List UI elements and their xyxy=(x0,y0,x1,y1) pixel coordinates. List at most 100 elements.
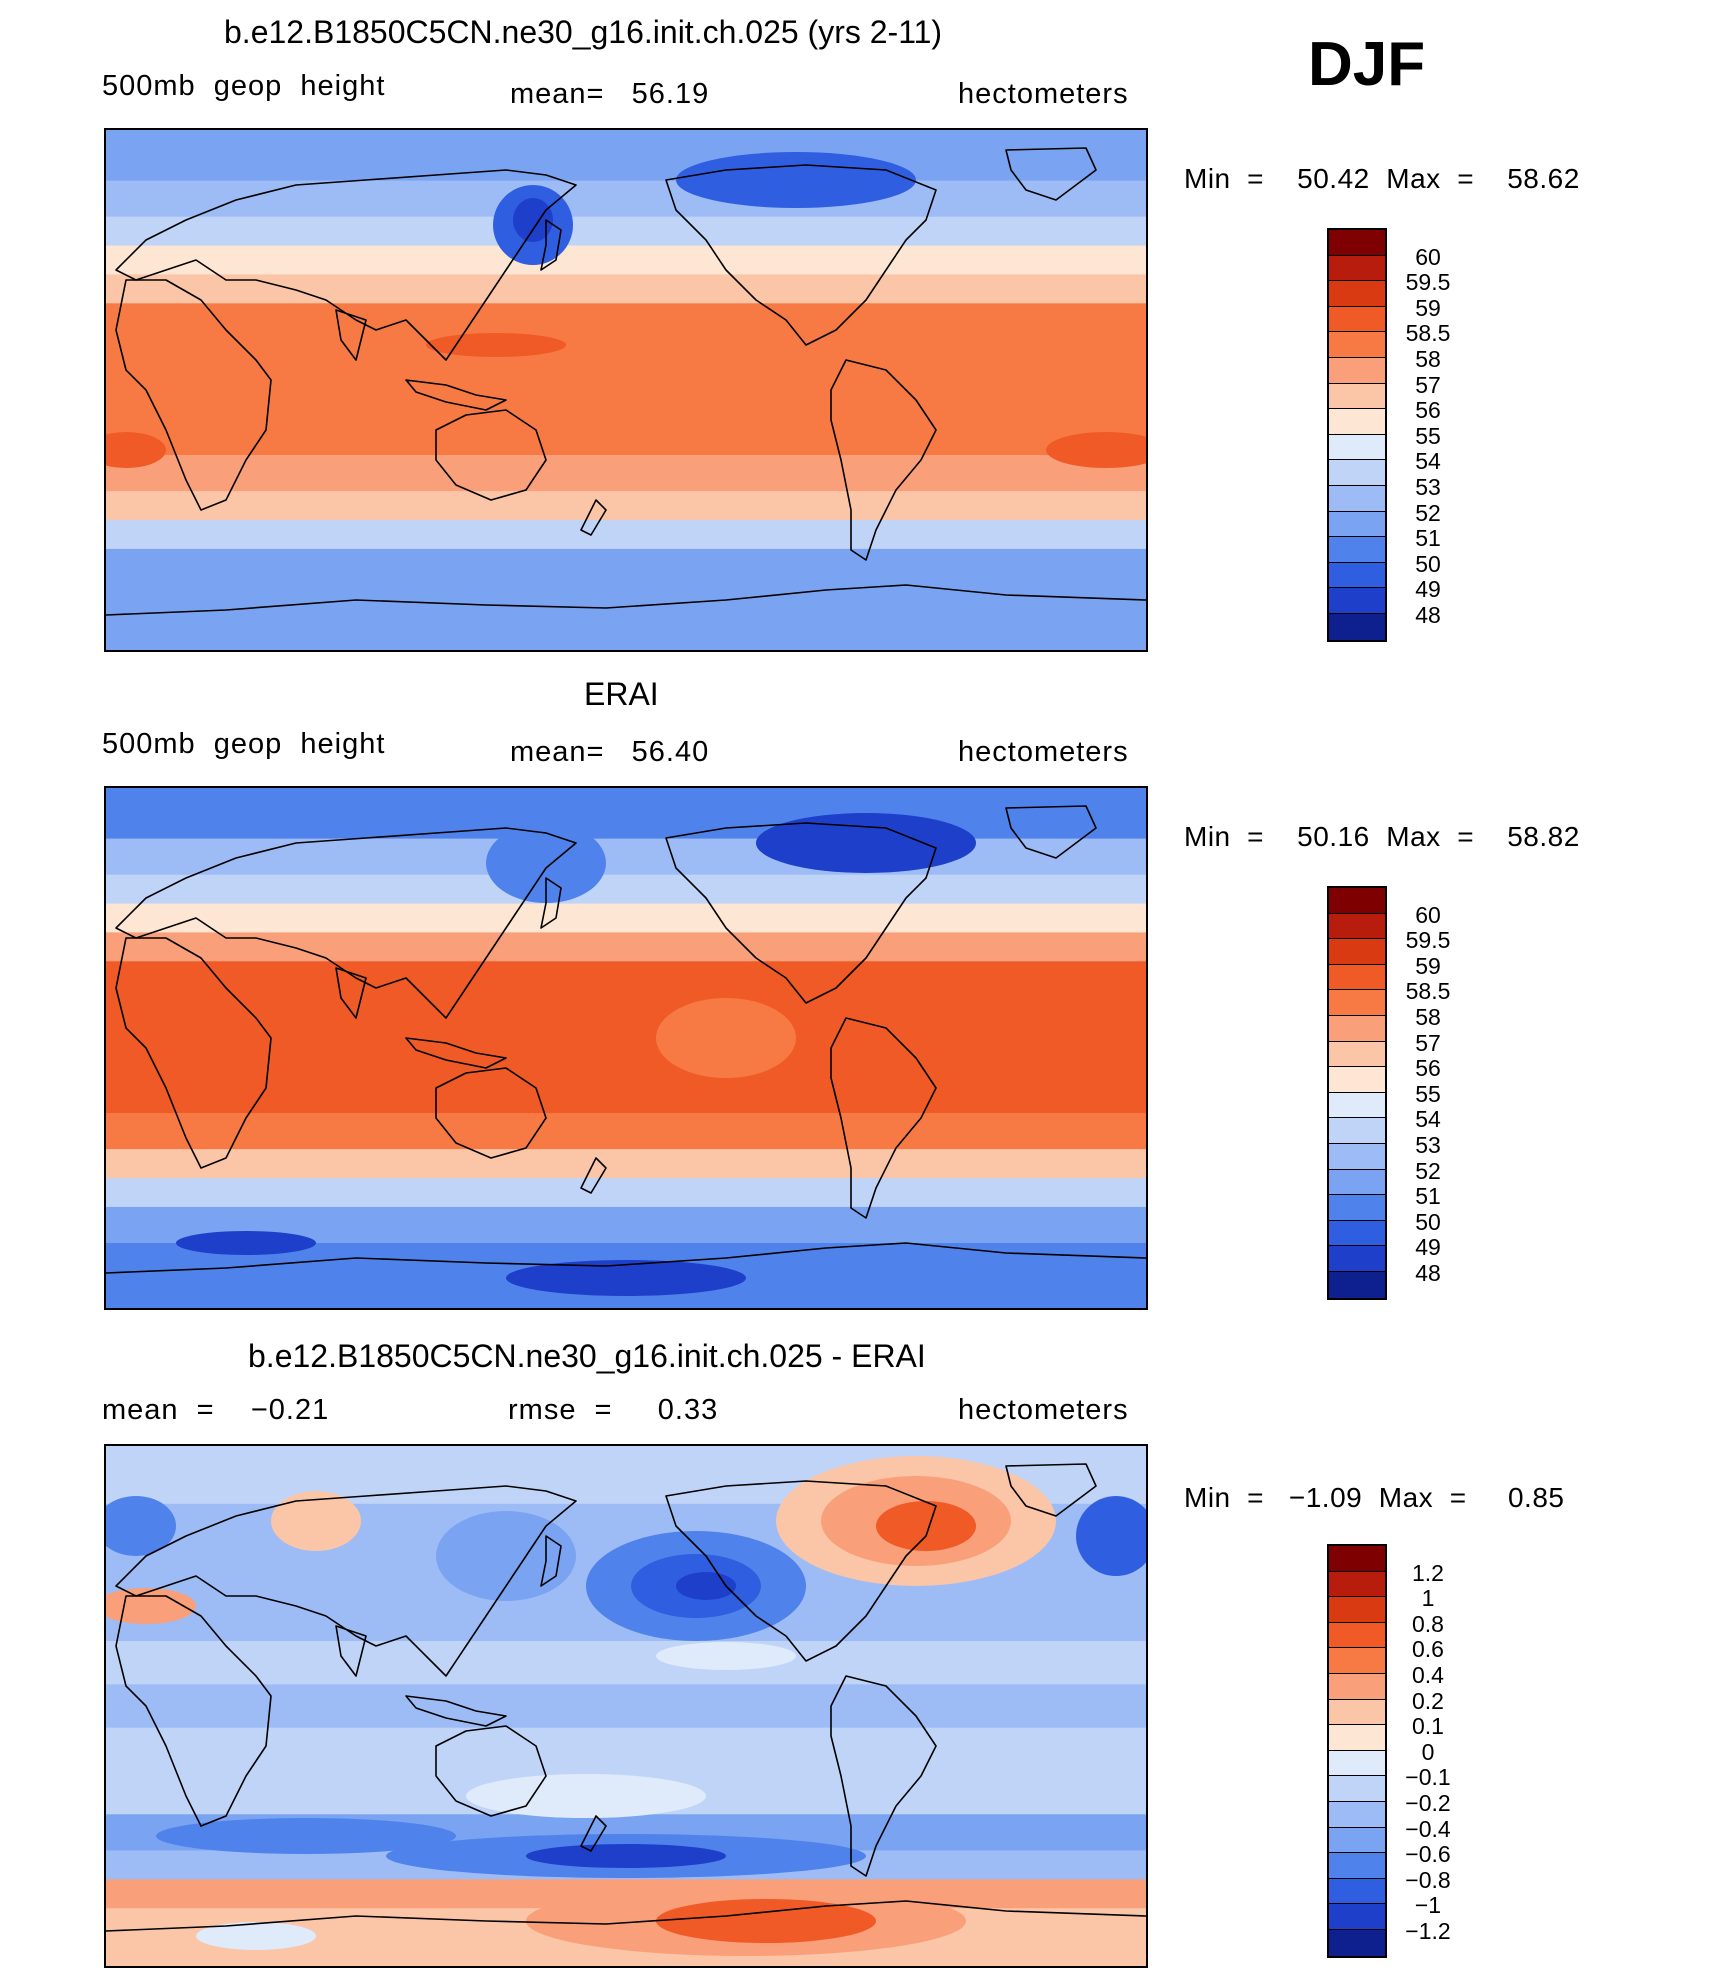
colorbar-cell xyxy=(1329,485,1385,512)
colorbar-tick-label: 51 xyxy=(1415,525,1441,552)
panel2-band-lat-55 xyxy=(106,874,1146,905)
colorbar-tick-label: 0.2 xyxy=(1412,1687,1444,1714)
panel1-high-africa xyxy=(106,432,166,468)
panel3-anom-europe xyxy=(271,1491,361,1551)
panel1-band-lat-65 xyxy=(106,180,1146,218)
panel3-coastlines xyxy=(106,1463,1146,1932)
colorbar-cell xyxy=(1329,990,1385,1016)
colorbar-tick-label: 49 xyxy=(1415,1234,1441,1261)
panel2-band-lat-80 xyxy=(106,788,1146,840)
panel2-coastline-1 xyxy=(115,827,577,1019)
panel3-rmse-label: rmse = 0.33 xyxy=(508,1394,719,1426)
panel2-band-lat-35 xyxy=(106,932,1146,962)
colorbar-cell xyxy=(1329,1067,1385,1093)
colorbar-cell xyxy=(1329,1143,1385,1170)
panel2-band-lat-45 xyxy=(106,903,1146,933)
colorbar-tick-label: 58 xyxy=(1415,1004,1441,1030)
panel2-minmax: Min = 50.16 Max = 58.82 xyxy=(1184,821,1580,852)
panel3-coastline-10 xyxy=(106,1900,1146,1932)
colorbar-cell xyxy=(1329,357,1385,384)
panel1-band-lat--40 xyxy=(106,491,1146,521)
colorbar-tick-label: 50 xyxy=(1415,550,1441,577)
colorbar-cell xyxy=(1329,460,1385,486)
panel3-anom-atlantic-e xyxy=(1076,1496,1146,1576)
panel1-coastline-9 xyxy=(830,359,937,561)
panel1-high-pacific xyxy=(426,333,566,357)
colorbar-cell xyxy=(1329,230,1385,256)
colorbar-cell xyxy=(1329,1195,1385,1221)
colorbar-cell xyxy=(1329,939,1385,965)
colorbar-tick-label: 53 xyxy=(1415,474,1441,500)
colorbar-cell xyxy=(1329,613,1385,640)
panel2-band-lat--15 xyxy=(106,1069,1146,1114)
colorbar-cell xyxy=(1329,1878,1385,1905)
colorbar-tick-label: 56 xyxy=(1415,397,1441,424)
colorbar-tick-label: 51 xyxy=(1415,1183,1441,1210)
panel2-band-lat-10 xyxy=(106,997,1146,1034)
colorbar-tick-label: 48 xyxy=(1415,602,1441,628)
colorbar-cell xyxy=(1329,1220,1385,1247)
panel1-variable-label: 500mb geop height xyxy=(102,70,386,102)
colorbar-cell xyxy=(1329,1092,1385,1119)
colorbar-cell xyxy=(1329,1801,1385,1828)
panel1-band-lat-55 xyxy=(106,216,1146,247)
colorbar-cell xyxy=(1329,1246,1385,1272)
panel2-variable-label: 500mb geop height xyxy=(102,728,386,760)
panel2-coastline-10 xyxy=(106,1242,1146,1274)
colorbar-tick-label: 58.5 xyxy=(1405,978,1451,1005)
colorbar-cell xyxy=(1329,383,1385,410)
colorbar-cell xyxy=(1329,332,1385,358)
colorbar-tick-label: 0.4 xyxy=(1412,1662,1444,1688)
panel2-coastline-0 xyxy=(115,937,272,1169)
colorbar-tick-label: 0.6 xyxy=(1412,1636,1444,1663)
panel2-coastline-8 xyxy=(1005,805,1097,859)
colorbar-cell xyxy=(1329,588,1385,614)
panel3-coastline-0 xyxy=(115,1595,272,1827)
colorbar-cell xyxy=(1329,306,1385,333)
colorbar-cell xyxy=(1329,1725,1385,1751)
panel1-band-lat-45 xyxy=(106,245,1146,275)
panel2-band-lat-0 xyxy=(106,1033,1146,1071)
panel3-anom-southern-west xyxy=(156,1818,456,1854)
panel3-colorbar xyxy=(1327,1544,1387,1958)
panel1-coastline-7 xyxy=(665,164,937,346)
colorbar-tick-label: 54 xyxy=(1415,1106,1441,1133)
season-label: DJF xyxy=(1308,30,1426,99)
panel1-coastline-6 xyxy=(580,499,607,536)
panel2-map xyxy=(104,786,1148,1310)
panel3-coastline-9 xyxy=(830,1675,937,1877)
colorbar-tick-label: 54 xyxy=(1415,448,1441,475)
panel3-anom-canada-core xyxy=(876,1501,976,1551)
panel1-mean-label: mean= 56.19 xyxy=(510,78,710,110)
panel3-mean-label: mean = −0.21 xyxy=(102,1394,330,1426)
panel1-coastline-10 xyxy=(106,584,1146,616)
panel3-coastline-7 xyxy=(665,1480,937,1662)
panel1-coastlines xyxy=(106,147,1146,616)
panel1-low-asia-core xyxy=(513,198,553,242)
panel1-title: b.e12.B1850C5CN.ne30_g16.init.ch.025 (yr… xyxy=(224,14,943,50)
panel2-coastline-6 xyxy=(580,1157,607,1194)
colorbar-tick-label: 59.5 xyxy=(1405,269,1451,296)
panel1-map xyxy=(104,128,1148,652)
colorbar-cell xyxy=(1329,1041,1385,1068)
panel3-anom-atlantic-w xyxy=(106,1496,176,1556)
panel3-units-label: hectometers xyxy=(958,1394,1129,1426)
panel1-band-lat--30 xyxy=(106,455,1146,492)
panel1-colorbar xyxy=(1327,228,1387,642)
colorbar-cell xyxy=(1329,1169,1385,1196)
panel1-coastline-0 xyxy=(115,279,272,511)
panel2-tongue-pacific xyxy=(656,998,796,1078)
panel2-bands xyxy=(106,788,1146,1308)
panel1-coastline-5 xyxy=(435,409,547,501)
panel3-coastline-4 xyxy=(405,1695,507,1727)
panel3-map-svg xyxy=(106,1446,1146,1966)
colorbar-tick-label: 52 xyxy=(1415,499,1441,526)
panel3-title: b.e12.B1850C5CN.ne30_g16.init.ch.025 - E… xyxy=(248,1338,926,1374)
colorbar-tick-label: −0.8 xyxy=(1405,1866,1451,1893)
panel2-low-antarctic xyxy=(506,1260,746,1296)
colorbar-cell xyxy=(1329,255,1385,282)
colorbar-tick-label: 55 xyxy=(1415,422,1441,449)
colorbar-tick-label: 55 xyxy=(1415,1080,1441,1107)
panel3-anom-antarctic-west xyxy=(196,1922,316,1950)
colorbar-cell xyxy=(1329,1571,1385,1598)
